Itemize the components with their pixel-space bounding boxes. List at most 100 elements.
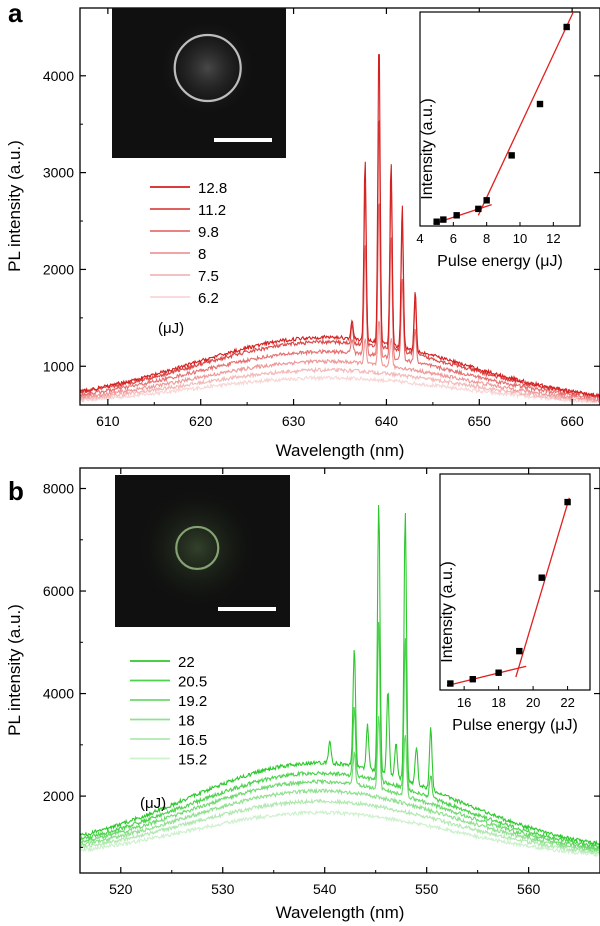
legend: 12.8 11.2 9.8 8 7.5 6.2 (μJ): [150, 180, 227, 337]
y-axis-title: PL intensity (a.u.): [5, 140, 24, 272]
inset-frame: [439, 473, 591, 691]
scale-bar: [218, 607, 276, 611]
spectra: [80, 54, 600, 405]
y-tick-label: 4000: [43, 686, 74, 702]
series-line-8: [80, 321, 600, 404]
legend-label: 19.2: [178, 693, 207, 710]
inset-x-axis-title: Pulse energy (μJ): [452, 717, 578, 734]
inset-y-axis-title: Intensity (a.u.): [419, 98, 436, 199]
x-axis-title: Wavelength (nm): [276, 903, 405, 922]
inset-x-tick-label: 12: [546, 231, 560, 246]
inset-x-tick-label: 18: [491, 695, 505, 710]
series-line-11.2: [80, 119, 600, 398]
x-tick-label: 660: [560, 413, 584, 429]
y-tick-label: 2000: [43, 788, 74, 804]
fit-line: [446, 665, 527, 687]
x-tick-label: 540: [313, 881, 337, 897]
inset-x-axis-title: Pulse energy (μJ): [437, 253, 563, 270]
series-line-6.2: [80, 374, 600, 405]
inset-x-tick-label: 16: [457, 695, 471, 710]
data-point: [475, 205, 482, 213]
x-tick-label: 640: [375, 413, 399, 429]
series-line-12.8: [80, 54, 600, 399]
data-point: [483, 197, 490, 204]
data-point: [536, 100, 544, 108]
data-point: [440, 216, 447, 223]
x-tick-label: 650: [468, 413, 492, 429]
micrograph-glow: [152, 13, 263, 123]
data-point: [495, 669, 502, 676]
panel-label: b: [8, 476, 24, 506]
data-point: [453, 212, 460, 219]
legend-label: 12.8: [198, 180, 227, 197]
panel-b: b 520 530 540 550 560 2000 4000 6000 8000 Waveleng…: [5, 467, 600, 922]
legend-label: 22: [178, 654, 195, 671]
legend: 22 20.5 19.2 18 16.5 15.2 (μJ): [130, 654, 207, 812]
legend-label: 9.8: [198, 224, 219, 241]
scale-bar: [214, 138, 272, 142]
legend-label: 15.2: [178, 752, 207, 769]
threshold-inset: 16 18 20 22 Pulse energy (μJ) Intensity (a.u.…: [439, 473, 591, 734]
spectra: [80, 504, 600, 858]
legend-label: 7.5: [198, 268, 219, 285]
x-tick-label: 550: [415, 881, 439, 897]
x-tick-label: 620: [189, 413, 213, 429]
threshold-inset: 4 6 8 10 12 Pulse energy (μJ) Intensity (a.u.): [416, 11, 581, 270]
plot-frame: [79, 467, 600, 874]
data-point: [564, 498, 571, 506]
legend-label: 16.5: [178, 732, 207, 749]
legend-label: 8: [198, 246, 206, 263]
data-point: [447, 680, 454, 687]
legend-unit: (μJ): [158, 320, 184, 337]
micrograph-glow: [127, 477, 268, 618]
inset-x-tick-label: 6: [450, 231, 457, 246]
series-line-19.2: [80, 716, 600, 852]
y-tick-label: 1000: [43, 358, 74, 374]
inset-frame: [419, 11, 581, 227]
series-line-22: [80, 504, 600, 848]
inset-x-tick-label: 10: [513, 231, 527, 246]
y-axis-title: PL intensity (a.u.): [5, 604, 24, 736]
data-point: [469, 676, 476, 683]
inset-x-tick-label: 8: [483, 231, 490, 246]
legend-label: 18: [178, 713, 195, 730]
series-line-7.5: [80, 366, 600, 404]
inset-x-tick-label: 4: [416, 231, 423, 246]
data-point: [516, 647, 523, 655]
microsphere-ring: [173, 33, 242, 103]
legend-label: 6.2: [198, 290, 219, 307]
x-tick-label: 560: [517, 881, 541, 897]
x-axis-title: Wavelength (nm): [276, 441, 405, 460]
inset-x-tick-label: 22: [560, 695, 574, 710]
inset-y-axis-title: Intensity (a.u.): [439, 561, 456, 662]
y-tick-label: 6000: [43, 583, 74, 599]
data-point: [563, 23, 570, 31]
data-point: [433, 218, 440, 225]
series-line-9.8: [80, 202, 600, 402]
data-point: [508, 152, 515, 159]
inset-x-tick-label: 20: [526, 695, 540, 710]
y-tick-label: 8000: [43, 481, 74, 497]
micrograph: [115, 475, 290, 627]
series-line-15.2: [80, 809, 600, 858]
data-point: [538, 574, 545, 581]
fit-line: [477, 11, 574, 216]
x-tick-label: 610: [96, 413, 120, 429]
x-tick-label: 520: [109, 881, 133, 897]
y-tick-label: 3000: [43, 165, 74, 181]
x-tick-label: 630: [282, 413, 306, 429]
series-line-20.5: [80, 621, 600, 849]
legend-label: 20.5: [178, 674, 207, 691]
micrograph: [112, 8, 286, 158]
x-tick-label: 530: [211, 881, 235, 897]
legend-unit: (μJ): [140, 795, 166, 812]
panel-label: a: [8, 0, 23, 28]
microsphere-ring: [175, 525, 220, 571]
legend-label: 11.2: [198, 202, 226, 219]
y-tick-label: 4000: [43, 68, 74, 84]
series-line-16.5: [80, 797, 600, 855]
y-tick-label: 2000: [43, 261, 74, 277]
series-line-18: [80, 787, 600, 854]
